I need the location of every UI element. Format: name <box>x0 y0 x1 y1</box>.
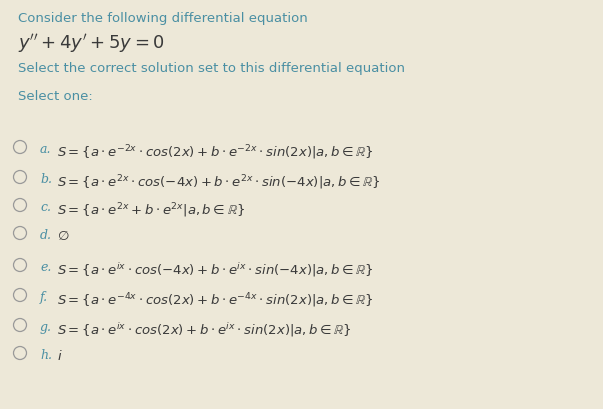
Text: $i$: $i$ <box>57 348 63 362</box>
Text: b.: b. <box>40 173 52 186</box>
Text: Consider the following differential equation: Consider the following differential equa… <box>18 12 308 25</box>
Text: $S = \{a \cdot e^{2x} \cdot cos(-4x) + b \cdot e^{2x} \cdot sin(-4x)|a, b \in \m: $S = \{a \cdot e^{2x} \cdot cos(-4x) + b… <box>57 173 380 191</box>
Text: $S = \{a \cdot e^{-2x} \cdot cos(2x) + b \cdot e^{-2x} \cdot sin(2x)|a, b \in \m: $S = \{a \cdot e^{-2x} \cdot cos(2x) + b… <box>57 143 374 161</box>
Text: Select one:: Select one: <box>18 90 93 103</box>
Text: $S = \{a \cdot e^{ix} \cdot cos(2x) + b \cdot e^{ix} \cdot sin(2x)|a, b \in \mat: $S = \{a \cdot e^{ix} \cdot cos(2x) + b … <box>57 320 352 338</box>
Text: $S = \{a \cdot e^{2x} + b \cdot e^{2x}|a, b \in \mathbb{R}\}$: $S = \{a \cdot e^{2x} + b \cdot e^{2x}|a… <box>57 200 245 219</box>
Text: f.: f. <box>40 290 48 303</box>
Text: c.: c. <box>40 200 51 213</box>
Text: Select the correct solution set to this differential equation: Select the correct solution set to this … <box>18 62 405 75</box>
Text: g.: g. <box>40 320 52 333</box>
Text: h.: h. <box>40 348 52 361</box>
Text: $S = \{a \cdot e^{ix} \cdot cos(-4x) + b \cdot e^{ix} \cdot sin(-4x)|a, b \in \m: $S = \{a \cdot e^{ix} \cdot cos(-4x) + b… <box>57 261 374 278</box>
Text: $y'' + 4y' + 5y = 0$: $y'' + 4y' + 5y = 0$ <box>18 32 165 55</box>
Text: e.: e. <box>40 261 51 273</box>
Text: a.: a. <box>40 143 51 155</box>
Text: $S = \{a \cdot e^{-4x} \cdot cos(2x) + b \cdot e^{-4x} \cdot sin(2x)|a, b \in \m: $S = \{a \cdot e^{-4x} \cdot cos(2x) + b… <box>57 290 374 309</box>
Text: $\emptyset$: $\emptyset$ <box>57 229 69 243</box>
Text: d.: d. <box>40 229 52 241</box>
